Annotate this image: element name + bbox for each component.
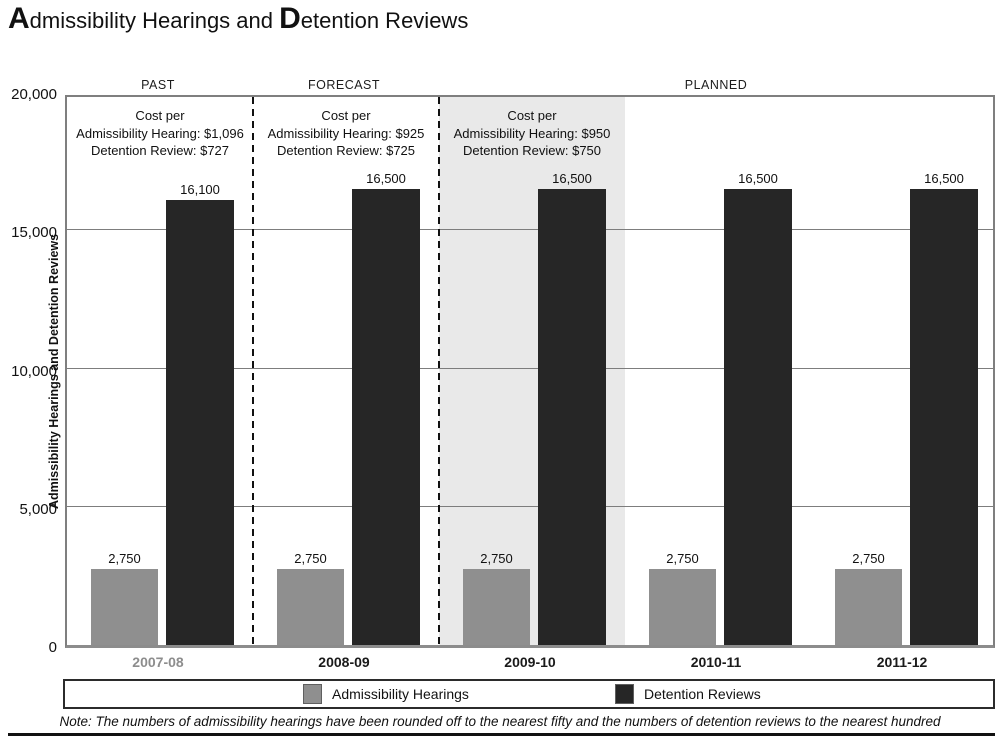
phase-label-past: PAST xyxy=(141,78,175,92)
y-tick-label: 10,000 xyxy=(11,362,57,380)
title-text: dmissibility Hearings and xyxy=(29,8,280,33)
cost-annotation-line: Cost per xyxy=(135,108,185,123)
plot-area: Cost per Admissibility Hearing: $1,096 Det… xyxy=(65,95,995,648)
y-tick-label: 5,000 xyxy=(19,500,57,518)
bar-detention-reviews xyxy=(538,189,606,645)
bar-value-label: 16,500 xyxy=(366,171,406,186)
gridline xyxy=(67,505,993,507)
note: Note: The numbers of admissibility heari… xyxy=(59,714,941,729)
bar-detention-reviews xyxy=(724,189,792,645)
bar-admissibility-hearings xyxy=(649,569,716,645)
bar-admissibility-hearings xyxy=(463,569,530,645)
bar-value-label: 2,750 xyxy=(294,551,327,566)
cost-annotation-line: Detention Review: $727 xyxy=(90,143,230,158)
bar-value-label: 16,500 xyxy=(552,171,592,186)
cost-annotation-line: Admissibility Hearing: $925 xyxy=(267,125,425,141)
gridline xyxy=(67,229,993,231)
cost-annotation: Cost per Admissibility Hearing: $950 Deten… xyxy=(454,107,611,160)
x-axis-label-2009-10: 2009-10 xyxy=(504,654,556,670)
cost-annotation-line: Detention Review: $725 xyxy=(276,143,416,158)
bar-detention-reviews xyxy=(910,189,978,645)
y-tick-label: 20,000 xyxy=(11,86,57,103)
gridline xyxy=(67,367,993,369)
x-axis-label-2007-08: 2007-08 xyxy=(132,654,184,670)
legend-label: Detention Reviews xyxy=(644,686,761,702)
bar-value-label: 2,750 xyxy=(108,551,141,566)
cost-annotation-line: Detention Review: $750 xyxy=(462,143,602,158)
x-axis-label-2008-09: 2008-09 xyxy=(318,654,370,670)
bar-value-label: 16,500 xyxy=(738,171,778,186)
cost-annotation: Cost per Admissibility Hearing: $925 Deten… xyxy=(268,107,425,160)
cost-annotation-line: Admissibility Hearing: $950 xyxy=(453,125,611,141)
bar-admissibility-hearings xyxy=(277,569,344,645)
legend-swatch-icon xyxy=(303,684,322,704)
bar-value-label: 2,750 xyxy=(666,551,699,566)
cost-annotation: Cost per Admissibility Hearing: $1,096 Det… xyxy=(76,107,244,160)
phase-label-planned: PLANNED xyxy=(684,78,748,92)
title-initial: A xyxy=(8,2,30,35)
y-tick-label: 15,000 xyxy=(11,224,57,242)
title-text: etention Reviews xyxy=(300,8,469,33)
chart-title: Admissibility Hearings and Detention Rev… xyxy=(8,2,468,36)
x-axis-label-2010-11: 2010-11 xyxy=(690,654,742,670)
phase-divider-dashed-line xyxy=(438,97,440,645)
bar-value-label: 2,750 xyxy=(852,551,885,566)
bar-value-label: 16,100 xyxy=(180,182,220,197)
legend-item: Admissibility Hearings xyxy=(303,684,469,704)
bar-detention-reviews xyxy=(166,200,234,645)
bar-admissibility-hearings xyxy=(835,569,902,645)
legend: Admissibility Hearings Detention Reviews xyxy=(63,679,995,709)
phase-label-forecast: FORECAST xyxy=(307,78,381,92)
x-axis-label-2011-12: 2011-12 xyxy=(876,654,928,670)
cost-annotation-line: Cost per xyxy=(507,108,557,123)
page-divider-rule xyxy=(8,733,995,736)
cost-annotation-line: Admissibility Hearing: $1,096 xyxy=(76,125,244,141)
bar-value-label: 2,750 xyxy=(480,551,513,566)
phase-divider-dashed-line xyxy=(252,97,254,645)
legend-item: Detention Reviews xyxy=(615,684,761,704)
bar-admissibility-hearings xyxy=(91,569,158,645)
cost-annotation-line: Cost per xyxy=(321,108,371,123)
legend-label: Admissibility Hearings xyxy=(332,686,469,702)
legend-swatch-icon xyxy=(615,684,634,704)
bar-detention-reviews xyxy=(352,189,420,645)
y-tick-label: 0 xyxy=(48,639,57,656)
title-initial: D xyxy=(279,2,301,35)
bar-value-label: 16,500 xyxy=(924,171,964,186)
